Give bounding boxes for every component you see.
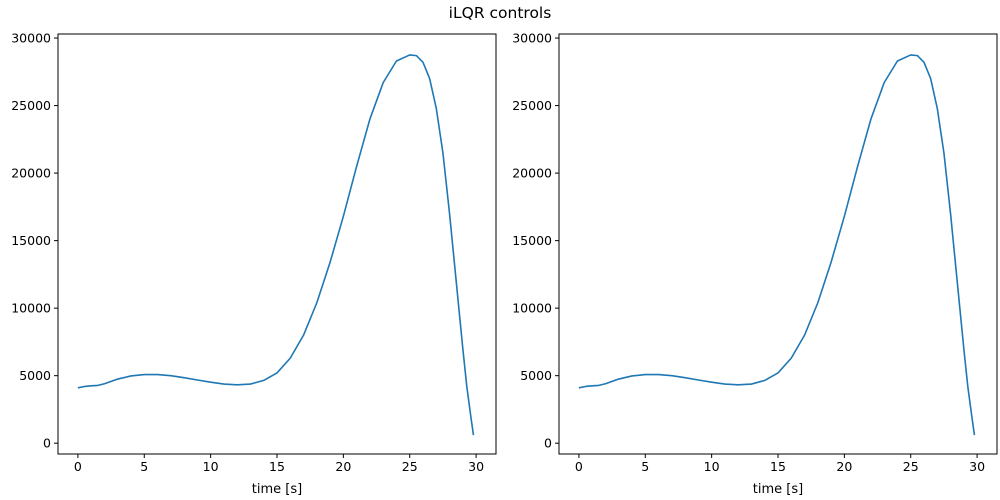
series-line: [578, 54, 976, 436]
y-tick-label: 5000: [520, 368, 552, 383]
y-tick-label: 30000: [512, 31, 552, 46]
y-tick-label: 30000: [11, 31, 51, 46]
y-tick-label: 10000: [512, 301, 552, 316]
x-tick-label: 0: [74, 459, 82, 474]
series-line: [77, 54, 475, 436]
x-tick-label: 15: [269, 459, 285, 474]
y-tick-label: 20000: [11, 166, 51, 181]
x-tick-label: 10: [203, 459, 219, 474]
x-tick-label: 30: [468, 459, 484, 474]
x-tick-label: 25: [402, 459, 418, 474]
y-tick-label: 25000: [11, 98, 51, 113]
x-axis-label: time [s]: [753, 482, 803, 497]
x-tick-label: 15: [770, 459, 786, 474]
x-tick-label: 25: [903, 459, 919, 474]
chart-panel-2: 0 5 10 15 20 25 30 0 5000 10000 15000 20000 25000 300…: [512, 31, 998, 497]
axes-frame: [57, 33, 497, 455]
y-tick-label: 0: [43, 436, 51, 451]
y-tick-label: 10000: [11, 301, 51, 316]
y-tick-label: 15000: [11, 233, 51, 248]
y-tick-label: 15000: [512, 233, 552, 248]
x-tick-label: 20: [335, 459, 351, 474]
y-tick-label: 25000: [512, 98, 552, 113]
x-tick-label: 30: [969, 459, 985, 474]
y-tick-label: 5000: [19, 368, 51, 383]
y-tick-label: 0: [544, 436, 552, 451]
axes-frame: [558, 33, 998, 455]
figure-title: iLQR controls: [449, 4, 552, 22]
chart-panel-1: 0 5 10 15 20 25 30 0 5000 10000 15000 20000 25000 300…: [11, 31, 497, 497]
x-tick-label: 5: [641, 459, 649, 474]
x-axis-label: time [s]: [252, 482, 302, 497]
x-tick-label: 10: [704, 459, 720, 474]
y-tick-label: 20000: [512, 166, 552, 181]
x-tick-label: 20: [836, 459, 852, 474]
x-tick-label: 5: [140, 459, 148, 474]
x-tick-label: 0: [575, 459, 583, 474]
